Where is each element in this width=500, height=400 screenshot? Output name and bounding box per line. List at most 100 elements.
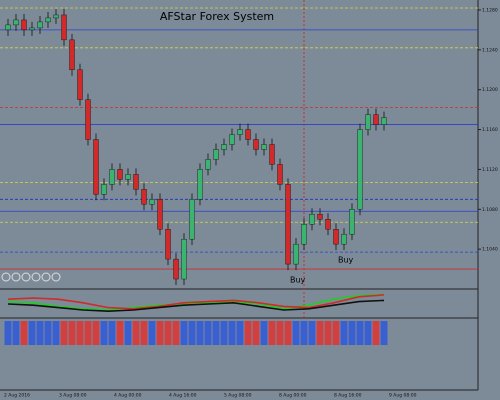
candle-body xyxy=(373,114,379,125)
y-tick-label: 1.1240 xyxy=(482,47,498,53)
candle-body xyxy=(173,258,179,280)
signal-bar xyxy=(292,321,300,345)
chart-title: AFStar Forex System xyxy=(160,10,274,23)
candle-body xyxy=(29,27,35,31)
candle-body xyxy=(245,129,251,140)
candle-body xyxy=(381,117,387,125)
candle-body xyxy=(77,69,83,100)
candle-body xyxy=(181,238,187,280)
candle-body xyxy=(125,174,131,180)
signal-bar xyxy=(116,321,124,345)
candle-body xyxy=(237,129,243,135)
candle-body xyxy=(21,19,27,31)
signal-bar xyxy=(108,321,116,345)
candle-body xyxy=(13,19,19,26)
candle-body xyxy=(133,174,139,190)
candle-body xyxy=(253,139,259,150)
signal-bar xyxy=(220,321,228,345)
candle-body xyxy=(333,229,339,245)
signal-bar xyxy=(204,321,212,345)
signal-bar xyxy=(276,321,284,345)
y-tick-label: 1.1040 xyxy=(482,247,498,253)
candle-body xyxy=(349,209,355,235)
signal-bar xyxy=(124,321,132,345)
candle-body xyxy=(341,233,347,245)
signal-bar xyxy=(252,321,260,345)
candle-body xyxy=(93,139,99,195)
candle-body xyxy=(357,129,363,210)
indicator-line xyxy=(7,293,385,311)
y-tick-label: 1.1080 xyxy=(482,207,498,213)
candle-body xyxy=(141,189,147,205)
signal-bar xyxy=(332,321,340,345)
time-label: 4 Aug 00:00 xyxy=(114,393,142,399)
signal-bar xyxy=(4,321,12,345)
candle-body xyxy=(165,229,171,260)
candle-body xyxy=(229,134,235,145)
signal-bar xyxy=(196,321,204,345)
time-label: 3 Aug 08:00 xyxy=(59,393,87,399)
candle-body xyxy=(293,243,299,265)
y-tick-label: 1.1280 xyxy=(482,7,498,13)
signal-bar xyxy=(12,321,20,345)
toolbar-circles xyxy=(1,272,61,282)
signal-bar xyxy=(164,321,172,345)
time-label: 9 Aug 08:00 xyxy=(389,393,417,399)
signal-bar xyxy=(132,321,140,345)
signal-bar xyxy=(76,321,84,345)
candle-body xyxy=(213,149,219,160)
candle-body xyxy=(365,114,371,130)
signal-bar xyxy=(44,321,52,345)
signal-bar xyxy=(36,321,44,345)
signal-bar xyxy=(244,321,252,345)
signal-bar xyxy=(316,321,324,345)
signal-bar xyxy=(300,321,308,345)
candle-body xyxy=(109,169,115,185)
signal-bar xyxy=(364,321,372,345)
y-tick-label: 1.1160 xyxy=(482,127,498,133)
signal-bar xyxy=(340,321,348,345)
indicator-line xyxy=(7,294,385,310)
candle-body xyxy=(69,39,75,70)
time-label: 5 Aug 08:00 xyxy=(224,393,252,399)
signal-bar xyxy=(28,321,36,345)
time-label: 4 Aug 16:00 xyxy=(169,393,197,399)
signal-bar xyxy=(84,321,92,345)
candle-body xyxy=(101,184,107,195)
signal-bar xyxy=(92,321,100,345)
candle-body xyxy=(85,99,91,140)
signal-bar xyxy=(140,321,148,345)
candle-body xyxy=(61,14,67,41)
signal-bar xyxy=(356,321,364,345)
time-label: 8 Aug 16:00 xyxy=(334,393,362,399)
signal-bar xyxy=(60,321,68,345)
candle-body xyxy=(221,144,227,150)
signal-bar xyxy=(308,321,316,345)
candle-body xyxy=(317,214,323,220)
signal-bar xyxy=(100,321,108,345)
signal-bar xyxy=(180,321,188,345)
candle-body xyxy=(37,21,43,29)
candle-body xyxy=(5,24,11,31)
signal-bar xyxy=(156,321,164,345)
candle-body xyxy=(53,14,59,19)
signal-bar xyxy=(68,321,76,345)
time-label: 8 Aug 00:00 xyxy=(279,393,307,399)
candle-body xyxy=(157,199,163,230)
candle-body xyxy=(45,17,51,23)
signal-label: Buy xyxy=(290,276,306,285)
signal-bar xyxy=(228,321,236,345)
signal-label: Buy xyxy=(338,256,354,265)
candle-body xyxy=(309,214,315,225)
candle-body xyxy=(277,164,283,185)
candle-body xyxy=(149,199,155,205)
candle-body xyxy=(301,224,307,245)
signal-bar xyxy=(324,321,332,345)
signal-bar xyxy=(236,321,244,345)
signal-bar xyxy=(188,321,196,345)
candle-body xyxy=(285,184,291,265)
signal-bar xyxy=(148,321,156,345)
time-label: 2 Aug 2016 xyxy=(4,393,30,399)
signal-bar xyxy=(260,321,268,345)
signal-bar xyxy=(348,321,356,345)
